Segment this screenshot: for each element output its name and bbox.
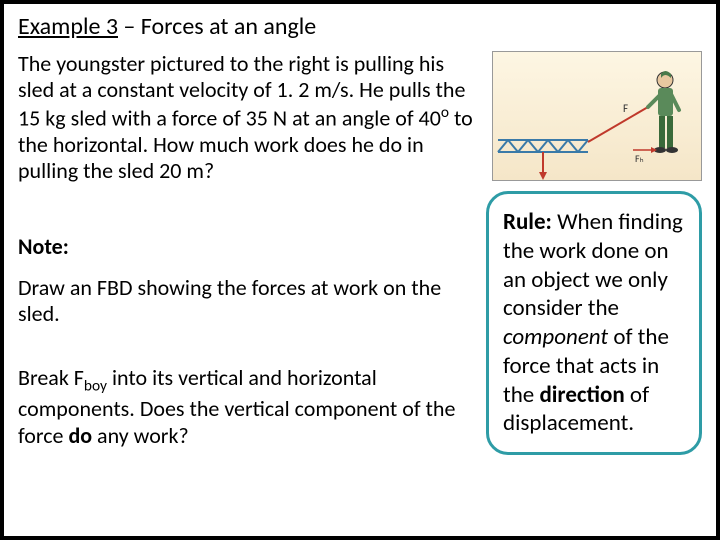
slide-title: Example 3 – Forces at an angle xyxy=(18,12,702,41)
problem-statement: The youngster pictured to the right is p… xyxy=(18,51,478,184)
right-column: F Fₕ Rule: When finding the work done on… xyxy=(486,51,702,459)
title-example-number: Example 3 xyxy=(18,12,118,41)
note-fbd-text: Draw an FBD showing the forces at work o… xyxy=(18,275,478,328)
rule-italic: component xyxy=(503,323,608,351)
note-break-part3: any work? xyxy=(92,422,189,449)
rule-callout: Rule: When finding the work done on an o… xyxy=(486,191,702,455)
sled-icon xyxy=(498,140,588,152)
force-label-f: F xyxy=(623,102,628,115)
sled-illustration: F Fₕ xyxy=(492,51,702,181)
rope-icon xyxy=(588,107,648,142)
note-components-text: Break Fboy into its vertical and horizon… xyxy=(18,365,478,449)
note-break-part1: Break F xyxy=(18,364,84,391)
left-column: The youngster pictured to the right is p… xyxy=(18,51,478,459)
illustration-svg: F Fₕ xyxy=(493,52,703,182)
force-label-fh: Fₕ xyxy=(635,152,644,165)
title-subject: – Forces at an angle xyxy=(118,12,316,41)
problem-text-part1: The youngster pictured to the right is p… xyxy=(18,50,465,131)
person-icon xyxy=(648,71,679,153)
rule-label: Rule: xyxy=(503,208,552,236)
content-row: The youngster pictured to the right is p… xyxy=(18,51,702,459)
note-heading: Note: xyxy=(18,234,478,260)
degree-symbol: o xyxy=(441,103,449,122)
note-break-subscript: boy xyxy=(84,377,107,396)
slide-frame: Example 3 – Forces at an angle The young… xyxy=(0,0,720,540)
note-break-bold: do xyxy=(68,422,92,449)
rule-bold: direction xyxy=(539,381,624,409)
force-down-arrow-icon xyxy=(539,152,547,180)
